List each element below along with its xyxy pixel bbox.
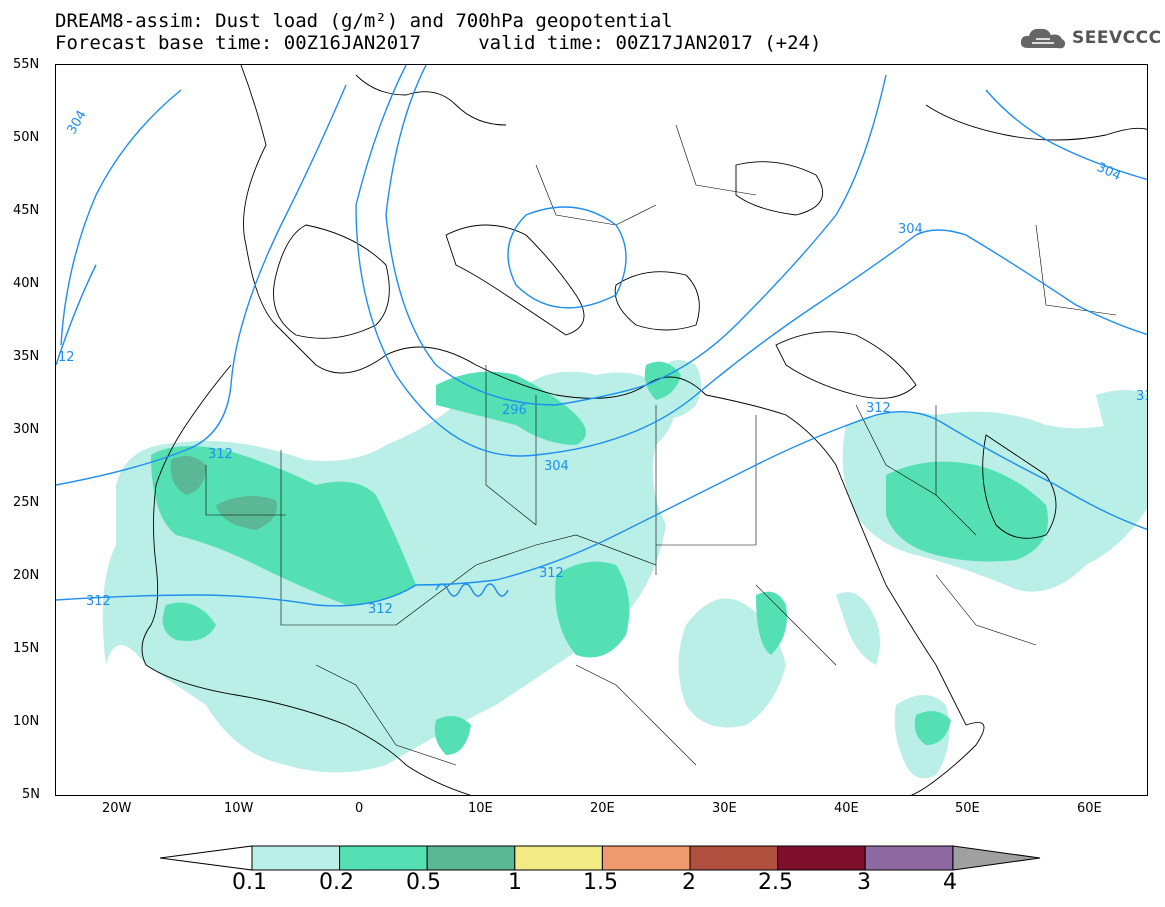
lat-tick-label: 25N	[13, 495, 40, 510]
colorbar-label: 0.5	[406, 870, 441, 895]
colorbar-label: 0.1	[232, 870, 267, 895]
lat-tick-label: 10N	[13, 714, 40, 729]
contour-312-west	[56, 84, 347, 486]
lat-tick-label: 5N	[22, 787, 40, 802]
logo-text: SEEVCCC	[1072, 28, 1162, 48]
contour-label: 304	[544, 459, 569, 474]
colorbar-bin	[777, 845, 866, 871]
lat-tick-label: 40N	[13, 276, 40, 291]
lat-tick-label: 55N	[13, 57, 40, 72]
contour-label: 304	[1094, 160, 1123, 184]
colorbar-bin	[339, 845, 428, 871]
contour-label: 304	[898, 222, 923, 237]
contour-label: 296	[502, 403, 527, 418]
colorbar-under-arrow	[160, 845, 253, 871]
lat-tick-label: 30N	[13, 422, 40, 437]
lon-tick-label: 30E	[712, 801, 737, 816]
country-borders	[205, 124, 1117, 766]
contour-304-east	[985, 89, 1147, 181]
contour-304-main	[355, 65, 1147, 457]
colorbar-segments	[251, 845, 954, 871]
colorbar-label: 4	[943, 870, 957, 895]
dust-shading-dark	[170, 456, 277, 530]
contour-label: 312	[866, 401, 891, 416]
contour-312-far-west	[56, 264, 97, 366]
colorbar-label: 1.5	[583, 870, 618, 895]
lon-tick-label: 60E	[1077, 801, 1102, 816]
lat-tick-label: 45N	[13, 203, 40, 218]
colorbar-label: 1	[508, 870, 522, 895]
contour-312-main	[56, 410, 1147, 607]
lon-tick-label: 50E	[955, 801, 980, 816]
lat-tick-label: 20N	[13, 568, 40, 583]
lon-tick-label: 20E	[590, 801, 615, 816]
lon-tick-label: 20W	[102, 801, 132, 816]
colorbar-bin	[514, 845, 603, 871]
colorbar-label: 2	[682, 870, 696, 895]
dust-shading-light	[102, 360, 1147, 779]
cloud-icon	[1020, 28, 1066, 49]
geopotential-contours	[56, 65, 1147, 607]
contour-296	[385, 65, 887, 406]
lat-tick-label: 35N	[13, 349, 40, 364]
colorbar-bin	[426, 845, 516, 871]
lon-tick-label: 40E	[834, 801, 859, 816]
colorbar-bin	[864, 845, 954, 871]
contour-304-loop	[507, 206, 627, 309]
contour-label: 312	[86, 594, 111, 609]
dust-shading-medium	[151, 361, 1048, 755]
lon-tick-label: 10W	[224, 801, 254, 816]
colorbar-bin	[689, 845, 779, 871]
contour-wave	[435, 583, 509, 597]
title-line-1: DREAM8-assim: Dust load (g/m²) and 700hP…	[55, 10, 673, 32]
dust-map: 304 304 304 312 312 312 312 312 296 304 …	[56, 65, 1148, 795]
map-title: DREAM8-assim: Dust load (g/m²) and 700hP…	[55, 10, 821, 54]
colorbar-label: 3	[857, 870, 871, 895]
title-line-2: Forecast base time: 00Z16JAN2017 valid t…	[55, 32, 822, 54]
contour-label: 312	[1136, 389, 1148, 404]
colorbar-over-arrow	[952, 845, 1041, 871]
contour-label: 312	[368, 602, 393, 617]
lat-tick-label: 50N	[13, 130, 40, 145]
colorbar-bin	[251, 845, 341, 871]
lon-tick-label: 10E	[468, 801, 493, 816]
contour-label: 304	[64, 108, 89, 137]
contour-label: 312	[208, 447, 233, 462]
contour-label: 312	[539, 566, 564, 581]
map-panel: 304 304 304 312 312 312 312 312 296 304 …	[55, 64, 1148, 796]
lat-tick-label: 15N	[13, 641, 40, 656]
colorbar-label: 2.5	[758, 870, 793, 895]
contour-304-west	[60, 89, 182, 346]
contour-label: 12	[58, 350, 75, 365]
seevccc-logo: SEEVCCC	[1018, 24, 1162, 52]
colorbar-label: 0.2	[319, 870, 354, 895]
lon-tick-label: 0	[355, 801, 364, 816]
colorbar-bin	[601, 845, 691, 871]
colorbar	[160, 845, 1041, 871]
